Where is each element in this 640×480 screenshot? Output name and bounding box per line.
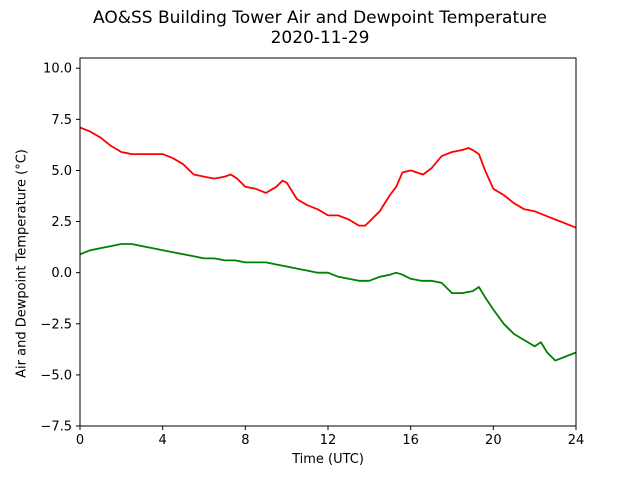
y-tick-label: 10.0 [43, 62, 72, 77]
x-tick-label: 0 [76, 433, 84, 448]
x-axis-label: Time (UTC) [292, 452, 364, 467]
x-tick-label: 24 [568, 433, 585, 448]
x-tick-label: 20 [485, 433, 502, 448]
x-tick-label: 12 [320, 433, 337, 448]
series-line-2 [79, 243, 577, 362]
series-line-1 [79, 126, 577, 229]
chart-subtitle: 2020-11-29 [270, 28, 370, 48]
y-tick-label: −2.5 [40, 317, 72, 332]
x-axis-ticks: 0 4 8 12 16 20 24 [76, 426, 584, 448]
x-tick-label: 8 [241, 433, 249, 448]
y-tick-label: 0.0 [51, 266, 72, 281]
chart-title: AO&SS Building Tower Air and Dewpoint Te… [92, 8, 547, 28]
y-axis-ticks: −7.5 −5.0 −2.5 0.0 2.5 5.0 7.5 10.0 [40, 62, 80, 435]
y-tick-label: −5.0 [40, 368, 72, 383]
x-tick-label: 4 [159, 433, 167, 448]
y-axis-label: Air and Dewpoint Temperature (°C) [14, 149, 30, 378]
axes-frame [79, 57, 577, 427]
y-tick-label: −7.5 [40, 420, 72, 435]
x-tick-label: 16 [402, 433, 419, 448]
y-tick-label: 2.5 [51, 215, 72, 230]
y-tick-label: 7.5 [51, 113, 72, 128]
y-tick-label: 5.0 [51, 164, 72, 179]
series-layer [79, 126, 577, 362]
